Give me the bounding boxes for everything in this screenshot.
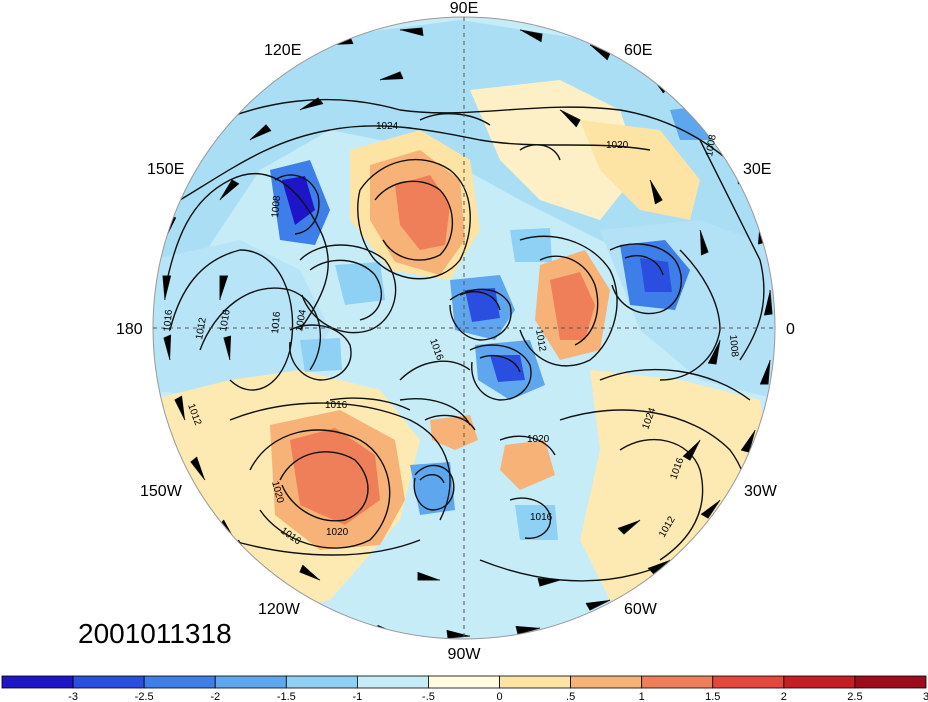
cold-anomaly xyxy=(510,228,552,262)
colorbar-tick-label: -1.5 xyxy=(277,691,296,702)
colorbar-box xyxy=(570,675,643,689)
colorbar-tick-label: 1.5 xyxy=(705,691,720,702)
colorbar-box xyxy=(285,675,358,689)
colorbar-box xyxy=(356,675,429,689)
colorbar-tick-label: .5 xyxy=(566,691,575,702)
lon-label-60w: 60W xyxy=(624,601,658,618)
lon-label-60e: 60E xyxy=(624,42,652,59)
cold-anomaly xyxy=(410,462,455,515)
colorbar-tick-label: 2.5 xyxy=(847,691,862,702)
contour-label: 1016 xyxy=(530,512,553,523)
warm-anomaly xyxy=(395,175,450,250)
anomaly-region xyxy=(580,120,700,220)
map-disk xyxy=(153,17,775,639)
colorbar-tick-label: -1 xyxy=(352,691,362,702)
colorbar-tick-label: -2 xyxy=(210,691,220,702)
colorbar-box xyxy=(1,675,74,689)
colorbar: -3 -2.5 -2 -1.5 -1 -.5 0 .5 1 1.5 2 2.5 3 xyxy=(1,675,928,702)
lon-label-0: 0 xyxy=(786,321,795,338)
colorbar-box xyxy=(214,675,287,689)
contour-label: 1012 xyxy=(194,316,209,340)
lon-label-120w: 120W xyxy=(258,601,301,618)
lon-label-90e: 90E xyxy=(450,0,478,17)
contour-label: 1020 xyxy=(606,140,629,151)
contour-label: 1020 xyxy=(527,434,550,445)
cold-anomaly xyxy=(640,258,672,292)
contour-label: 1008 xyxy=(727,334,740,358)
contour-label: 1016 xyxy=(218,308,233,332)
contour-label: 1016 xyxy=(270,311,283,335)
colorbar-box xyxy=(72,675,145,689)
warm-anomaly xyxy=(500,440,555,490)
contour-label: 1024 xyxy=(376,121,399,132)
lon-label-150e: 150E xyxy=(147,161,184,178)
contour-label: 1008 xyxy=(270,195,283,219)
colorbar-tick-label: -2.5 xyxy=(135,691,154,702)
colorbar-box xyxy=(499,675,572,689)
colorbar-box xyxy=(641,675,714,689)
colorbar-tick-label: 2 xyxy=(781,691,787,702)
colorbar-tick-label: -.5 xyxy=(422,691,435,702)
colorbar-tick-label: 3 xyxy=(923,691,928,702)
lon-label-30e: 30E xyxy=(743,161,771,178)
colorbar-box xyxy=(712,675,785,689)
colorbar-box xyxy=(428,675,500,689)
lon-label-90w: 90W xyxy=(448,646,482,663)
contour-label: 1012 xyxy=(533,329,548,353)
colorbar-box xyxy=(854,675,927,689)
contour-label: 1016 xyxy=(325,400,348,411)
cold-anomaly xyxy=(490,355,525,382)
contour-label: 1008 xyxy=(704,133,719,157)
cold-anomaly xyxy=(515,505,558,540)
date-label: 2001011318 xyxy=(78,618,232,649)
cold-anomaly xyxy=(300,338,342,372)
colorbar-box xyxy=(783,675,856,689)
contour-label: 1020 xyxy=(326,527,349,538)
colorbar-tick-label: -3 xyxy=(68,691,78,702)
warm-anomaly xyxy=(550,272,595,340)
warm-anomaly xyxy=(430,415,478,450)
colorbar-tick-label: 0 xyxy=(496,691,502,702)
lon-label-30w: 30W xyxy=(744,483,778,500)
anomaly-region xyxy=(153,240,330,400)
contour-label: 1004 xyxy=(294,308,309,332)
warm-anomaly xyxy=(290,428,380,525)
anomaly-region xyxy=(470,80,640,220)
lon-label-120e: 120E xyxy=(264,42,301,59)
lon-label-150w: 150W xyxy=(140,483,183,500)
lon-label-180: 180 xyxy=(116,321,143,338)
colorbar-tick-label: 1 xyxy=(639,691,645,702)
contour-label: 1016 xyxy=(162,309,175,333)
colorbar-box xyxy=(143,675,216,689)
